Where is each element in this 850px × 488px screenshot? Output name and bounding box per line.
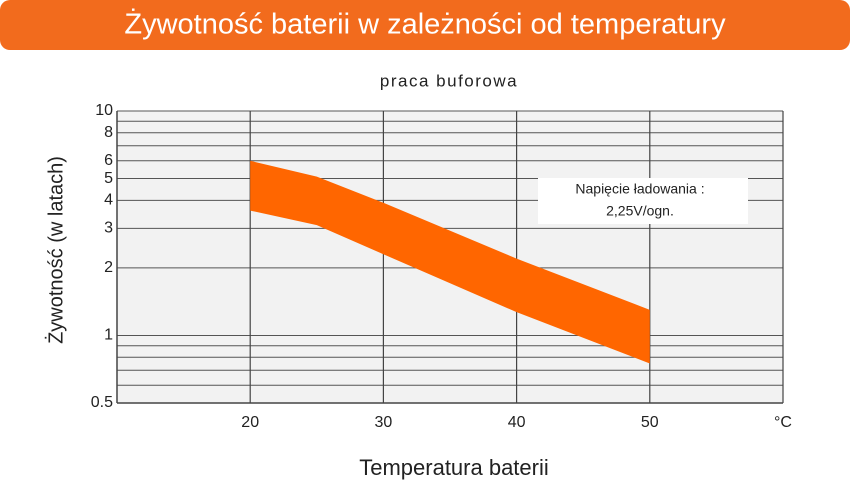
x-axis-label: Temperatura baterii (359, 455, 549, 480)
y-tick-label: 2 (104, 259, 113, 276)
range-band (250, 160, 650, 364)
x-tick-label: 20 (241, 414, 259, 431)
y-tick-label: 3 (104, 220, 113, 237)
x-tick-label: 50 (641, 414, 659, 431)
y-tick-label: 1 (104, 327, 113, 344)
x-tick-label: 30 (375, 414, 393, 431)
y-tick-label: 10 (95, 102, 113, 119)
y-tick-label: 5 (104, 170, 113, 187)
chart-title: Żywotność baterii w zależności od temper… (124, 8, 726, 41)
title-bar (0, 0, 850, 50)
annotation: Napięcie ładowania : (575, 181, 704, 197)
x-tick-label: 40 (508, 414, 526, 431)
y-tick-label: 8 (104, 124, 113, 141)
chart-subtitle: praca buforowa (380, 71, 518, 90)
y-tick-label: 6 (104, 152, 113, 169)
y-tick-label: 4 (104, 192, 113, 209)
y-axis-label: Żywotność (w latach) (44, 156, 67, 344)
annotation: 2,25V/ogn. (606, 203, 674, 219)
y-tick-label: 0.5 (91, 394, 113, 411)
x-tick-label: °C (774, 414, 792, 431)
annotation-box (538, 178, 748, 224)
